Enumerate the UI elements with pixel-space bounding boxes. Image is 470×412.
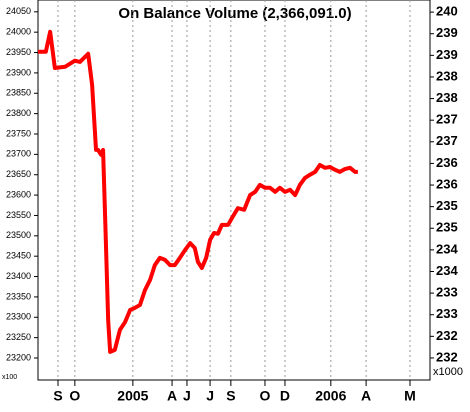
y-tick-label: 23400	[6, 271, 31, 281]
x-tick-label: 2006	[315, 388, 346, 404]
obv-line	[38, 29, 358, 354]
y2-tick-label: 238	[436, 90, 458, 105]
y2-tick-label: 234	[436, 263, 458, 278]
y-tick-label: 23250	[6, 332, 31, 342]
y-tick-label: 23700	[6, 149, 31, 159]
y2-tick-label: 239	[436, 25, 458, 40]
y2-tick-label: 233	[436, 306, 458, 321]
y2-tick-label: 236	[436, 155, 458, 170]
x-tick-label: 2005	[117, 388, 148, 404]
y2-tick-label: 234	[436, 241, 458, 256]
y-tick-label: 24050	[6, 6, 31, 16]
y-tick-label: 23500	[6, 230, 31, 240]
x-tick-label: O	[69, 388, 80, 404]
y-tick-label: 24000	[6, 27, 31, 37]
x-tick-label: D	[280, 388, 290, 404]
x-tick-label: S	[226, 388, 235, 404]
y2-tick-label: 235	[436, 198, 458, 213]
chart-title: On Balance Volume (2,366,091.0)	[118, 5, 351, 22]
y-tick-label: 23200	[6, 352, 31, 362]
y2-tick-label: 237	[436, 112, 458, 127]
y-tick-label: 23550	[6, 210, 31, 220]
y2-tick-label: 240	[436, 4, 458, 19]
y-tick-label: 23350	[6, 291, 31, 301]
x-tick-label: A	[167, 388, 177, 404]
y-tick-label: 23900	[6, 67, 31, 77]
y-tick-label: 23450	[6, 251, 31, 261]
x-tick-label: A	[361, 388, 371, 404]
right-unit: x1000	[433, 366, 463, 378]
x-tick-label: M	[404, 388, 416, 404]
y2-tick-label: 237	[436, 133, 458, 148]
y2-tick-label: 233	[436, 285, 458, 300]
x-tick-label: O	[260, 388, 271, 404]
y2-tick-label: 232	[436, 328, 458, 343]
y2-tick-label: 235	[436, 220, 458, 235]
x-tick-label: J	[206, 388, 214, 404]
y2-tick-label: 238	[436, 68, 458, 83]
x-tick-label: J	[183, 388, 191, 404]
y-tick-label: 23950	[6, 47, 31, 57]
y-tick-label: 23600	[6, 189, 31, 199]
y-tick-label: 23850	[6, 88, 31, 98]
y2-tick-label: 232	[436, 349, 458, 364]
plot-frame	[37, 0, 431, 381]
y-tick-label: 23300	[6, 312, 31, 322]
y2-tick-label: 239	[436, 47, 458, 62]
y-tick-label: 23750	[6, 128, 31, 138]
y-tick-label: 23800	[6, 108, 31, 118]
y2-tick-label: 236	[436, 176, 458, 191]
x-tick-label: S	[53, 388, 62, 404]
y-tick-label: 23650	[6, 169, 31, 179]
left-unit: x100	[2, 374, 17, 381]
